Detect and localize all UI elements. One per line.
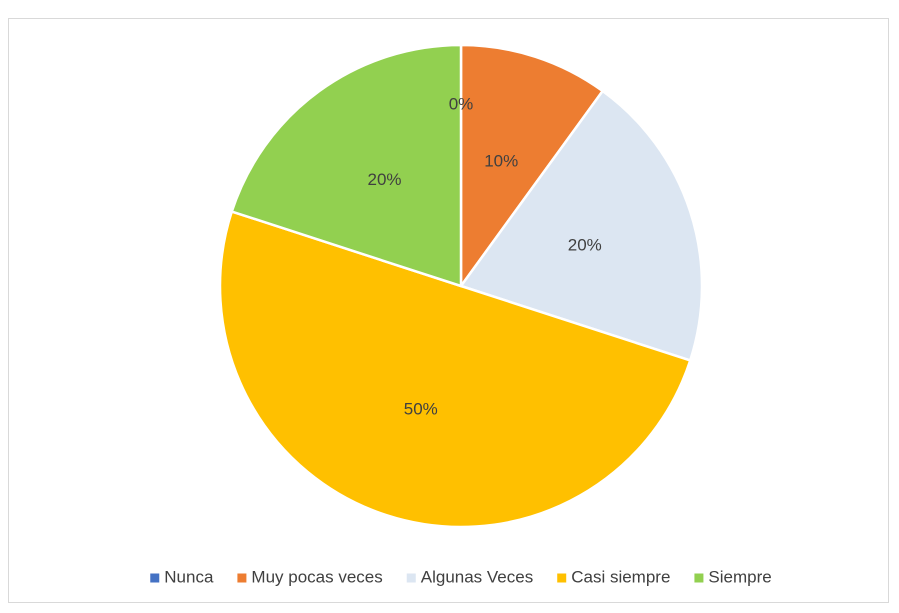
legend-swatch [406,573,416,583]
legend-swatch [694,573,704,583]
legend-swatch [557,573,567,583]
pie-slice [218,209,692,529]
legend-label: Casi siempre [571,567,670,586]
legend-swatch [150,573,160,583]
legend-label: Nunca [164,567,214,586]
legend-label: Muy pocas veces [251,567,382,586]
data-label: 0% [449,95,474,114]
legend-label: Algunas Veces [421,567,533,586]
data-label: 10% [484,152,518,171]
data-label: 20% [568,235,602,254]
legend-label: Siempre [708,567,771,586]
legend-swatch [237,573,247,583]
pie-slice [230,43,463,288]
data-label: 50% [404,399,438,418]
data-label: 20% [367,170,401,189]
pie-slice [459,43,605,290]
pie-slice [458,89,704,363]
